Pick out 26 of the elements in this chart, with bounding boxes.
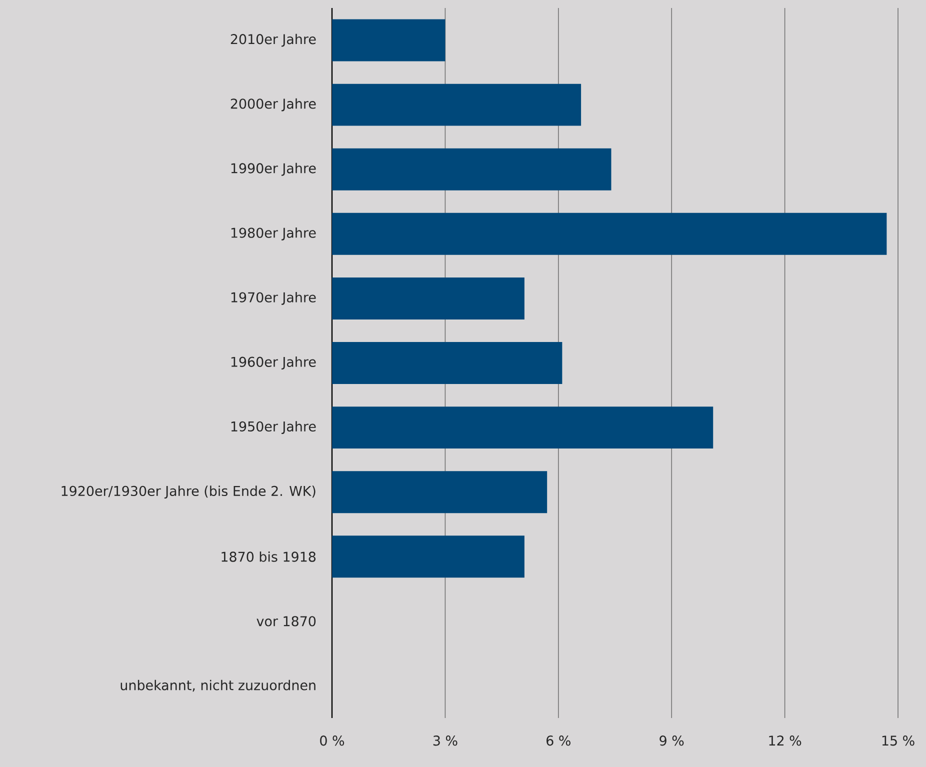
bar [332, 471, 548, 514]
x-tick-label: 15 % [882, 736, 914, 746]
y-tick-label: 1980er Jahre [231, 227, 316, 240]
bar [332, 406, 714, 449]
bar [332, 536, 524, 578]
bar [332, 277, 524, 320]
y-tick-label: 2010er Jahre [230, 34, 316, 47]
y-tick-label: 1990er Jahre [231, 162, 316, 176]
y-tick-label: 2000er Jahre [230, 98, 316, 112]
y-tick-label: vor 1870 [256, 616, 316, 626]
x-tick-label: 3 % [433, 736, 458, 746]
y-tick-label: 1920er/1930er Jahre (bis Ende 2. WK) [62, 486, 316, 499]
y-tick-label: 1950er Jahre [231, 421, 316, 434]
bar [332, 342, 562, 384]
bar [332, 148, 612, 190]
y-tick-label: unbekannt, nicht zuzuordnen [120, 680, 316, 692]
y-tick-label: 1870 bis 1918 [222, 551, 316, 562]
x-tick-label: 0 % [320, 736, 344, 746]
bar [332, 84, 582, 126]
y-tick-label: 1970er Jahre [231, 292, 316, 305]
y-tick-label: 1960er Jahre [231, 356, 316, 370]
bar [332, 212, 887, 255]
x-tick-label: 9 % [660, 736, 684, 746]
x-tick-label: 6 % [546, 736, 570, 746]
x-tick-label: 12 % [769, 736, 802, 746]
bar [332, 19, 446, 62]
